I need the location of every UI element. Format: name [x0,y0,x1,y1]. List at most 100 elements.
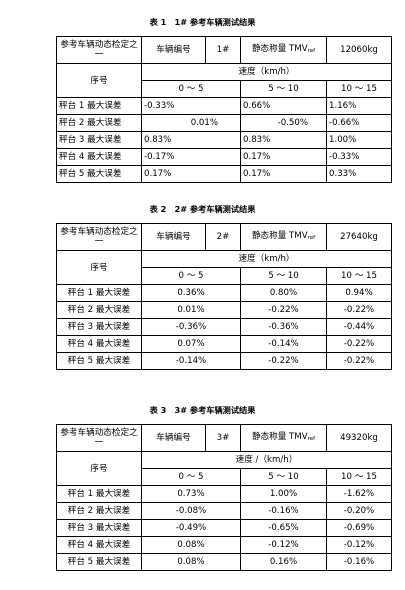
cell-value: 0.33% [326,165,392,183]
cell-value: -0.14% [141,352,241,370]
cell-value: 1.00% [240,485,327,503]
cell-value: -0.36% [240,318,327,336]
cell-value: -0.33% [326,148,392,166]
row-label: 秤台 1 最大误差 [56,284,142,302]
table-row: 秤台 2 最大误差 -0.08% -0.16% -0.20% [56,502,392,520]
table-row: 秤台 3 最大误差 -0.49% -0.65% -0.69% [56,519,392,537]
cell-value: 0.94% [326,284,392,302]
table-row: 参考车辆动态检定之一 车辆编号 3# 静态称量 TMVref 49320kg [56,424,392,452]
cell-value: -0.14% [240,335,327,353]
row-label: 秤台 5 最大误差 [56,352,142,370]
cell-value: 0.17% [141,165,241,183]
cell-value: -0.22% [240,352,327,370]
table-row: 序号 速度（km/h） [56,250,392,285]
table-3-title: 表 3 3# 参考车辆测试结果 [149,405,256,415]
table-row: 秤台 5 最大误差 0.08% 0.16% -0.16% [56,553,392,571]
cell-value: -0.16% [326,553,392,571]
cell-value: -0.66% [326,114,392,132]
cell-value: 0.08% [141,536,241,554]
table-row: 秤台 3 最大误差 0.83% 0.83% 1.00% [56,131,392,149]
vehicle-no-value: 2# [205,223,241,251]
ref-vehicle-label: 参考车辆动态检定之一 [56,424,142,452]
cell-value: -0.33% [141,97,241,115]
row-label: 秤台 2 最大误差 [56,114,142,132]
cell-value: -0.22% [326,335,392,353]
row-label: 秤台 2 最大误差 [56,502,142,520]
speed-range: 5 ～ 10 [240,267,327,285]
vehicle-no-label: 车辆编号 [141,36,206,64]
cell-value: 0.07% [141,335,241,353]
cell-value: -0.22% [326,352,392,370]
table-1-title: 表 1 1# 参考车辆测试结果 [149,17,256,27]
table-row: 秤台 4 最大误差 0.07% -0.14% -0.22% [56,335,392,353]
speed-range: 10 ～ 15 [326,267,392,285]
table-1: 参考车辆动态检定之一 车辆编号 1# 静态称量 TMVref 12060kg 序… [56,36,392,183]
cell-value: -0.20% [326,502,392,520]
static-weight-label: 静态称量 TMVref [240,223,327,251]
cell-value: -1.62% [326,485,392,503]
table-row: 序号 速度（km/h） [56,63,392,98]
cell-value: -0.44% [326,318,392,336]
static-weight-label: 静态称量 TMVref [240,36,327,64]
cell-value: 0.83% [141,131,241,149]
speed-range: 0 ～ 5 [141,80,241,98]
row-label: 秤台 3 最大误差 [56,519,142,537]
cell-value: 0.73% [141,485,241,503]
row-label: 秤台 1 最大误差 [56,485,142,503]
static-weight-value: 12060kg [326,36,392,64]
table-row: 序号 速度 /（km/h） [56,451,392,486]
table-row: 秤台 4 最大误差 0.08% -0.12% -0.12% [56,536,392,554]
vehicle-no-label: 车辆编号 [141,424,206,452]
speed-label: 速度（km/h） [141,63,392,81]
row-label: 秤台 4 最大误差 [56,536,142,554]
ref-vehicle-label: 参考车辆动态检定之一 [56,36,142,64]
static-weight-label: 静态称量 TMVref [240,424,327,452]
static-weight-value: 49320kg [326,424,392,452]
cell-value: 0.66% [240,97,327,115]
cell-value: 0.17% [240,148,327,166]
row-label: 秤台 1 最大误差 [56,97,142,115]
cell-value: 0.80% [240,284,327,302]
index-label: 序号 [56,250,142,285]
row-label: 秤台 3 最大误差 [56,131,142,149]
cell-value: 0.36% [141,284,241,302]
cell-value: 1.16% [326,97,392,115]
speed-label: 速度 /（km/h） [141,451,392,469]
speed-range: 10 ～ 15 [326,468,392,486]
cell-value: -0.49% [141,519,241,537]
speed-range: 0 ～ 5 [141,468,241,486]
row-label: 秤台 5 最大误差 [56,553,142,571]
table-row: 秤台 5 最大误差 -0.14% -0.22% -0.22% [56,352,392,370]
cell-value: 0.08% [141,553,241,571]
table-row: 秤台 2 最大误差 0.01% -0.50% -0.66% [56,114,392,132]
vehicle-no-label: 车辆编号 [141,223,206,251]
index-label: 序号 [56,63,142,98]
cell-value: 1.00% [326,131,392,149]
table-row: 秤台 1 最大误差 -0.33% 0.66% 1.16% [56,97,392,115]
cell-value: -0.12% [240,536,327,554]
cell-value: 0.01% [141,114,241,132]
index-label: 序号 [56,451,142,486]
table-row: 秤台 3 最大误差 -0.36% -0.36% -0.44% [56,318,392,336]
row-label: 秤台 2 最大误差 [56,301,142,319]
row-label: 秤台 4 最大误差 [56,148,142,166]
cell-value: -0.22% [240,301,327,319]
cell-value: 0.16% [240,553,327,571]
speed-label: 速度（km/h） [141,250,392,268]
cell-value: -0.65% [240,519,327,537]
table-row: 秤台 1 最大误差 0.36% 0.80% 0.94% [56,284,392,302]
cell-value: -0.12% [326,536,392,554]
cell-value: 0.17% [240,165,327,183]
cell-value: 0.01% [141,301,241,319]
table-3: 参考车辆动态检定之一 车辆编号 3# 静态称量 TMVref 49320kg 序… [56,424,392,571]
cell-value: -0.36% [141,318,241,336]
vehicle-no-value: 3# [205,424,241,452]
cell-value: -0.08% [141,502,241,520]
table-row: 0 ～ 5 5 ～ 10 10 ～ 15 [57,468,392,486]
row-label: 秤台 3 最大误差 [56,318,142,336]
table-row: 参考车辆动态检定之一 车辆编号 1# 静态称量 TMVref 12060kg [56,36,392,64]
row-label: 秤台 4 最大误差 [56,335,142,353]
cell-value: -0.22% [326,301,392,319]
vehicle-no-value: 1# [205,36,241,64]
